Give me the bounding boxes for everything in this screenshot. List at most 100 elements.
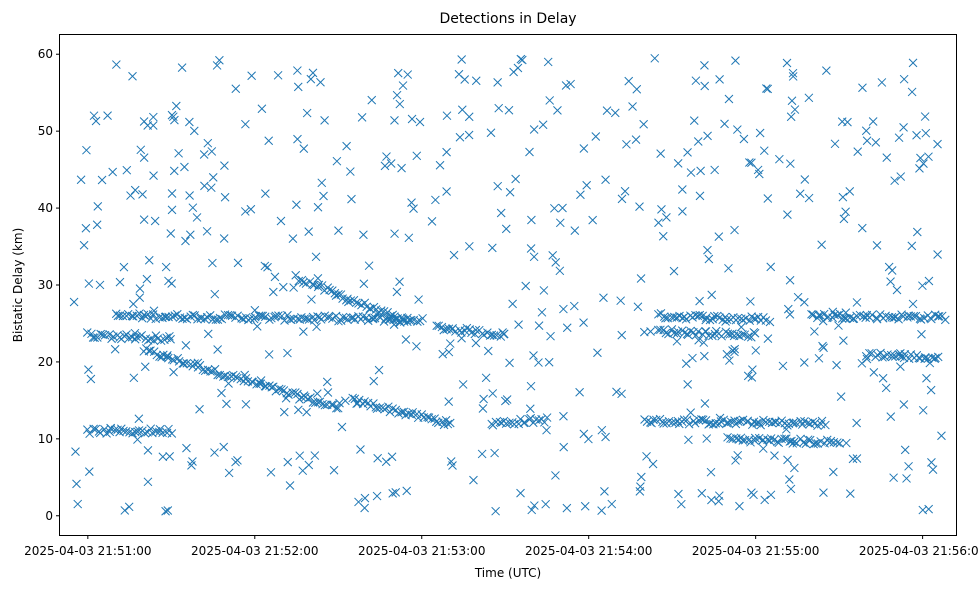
data-point-marker <box>478 404 488 413</box>
data-point-marker <box>405 316 414 325</box>
data-point-marker <box>529 501 539 510</box>
data-point-marker <box>263 262 272 272</box>
data-point-marker <box>673 416 683 426</box>
data-point-marker <box>363 316 373 326</box>
data-point-marker <box>920 112 930 121</box>
data-point-marker <box>529 252 539 262</box>
chart-title: Detections in Delay <box>439 11 576 27</box>
data-point-marker <box>865 348 874 358</box>
data-point-marker <box>448 461 457 470</box>
data-point-marker <box>212 61 222 70</box>
data-point-marker <box>555 266 565 276</box>
data-point-marker <box>691 310 700 320</box>
data-point-marker <box>658 231 668 241</box>
data-point-marker <box>278 282 288 292</box>
data-point-marker <box>918 281 927 291</box>
data-point-marker <box>256 376 266 385</box>
data-point-marker <box>884 262 894 272</box>
data-point-marker <box>283 457 293 467</box>
data-point-marker <box>543 57 553 67</box>
data-point-marker <box>496 208 506 218</box>
data-point-marker <box>224 379 233 388</box>
data-point-marker <box>273 70 283 80</box>
x-tick-label: 2025-04-03 21:55:00 <box>692 544 819 558</box>
data-point-marker <box>569 301 579 311</box>
data-point-marker <box>570 226 580 235</box>
data-point-marker <box>899 74 909 84</box>
data-point-marker <box>210 289 220 299</box>
data-point-marker <box>916 315 926 324</box>
data-point-marker <box>115 311 125 320</box>
data-point-marker <box>753 165 763 175</box>
data-point-marker <box>600 486 609 496</box>
data-point-marker <box>333 403 343 413</box>
data-point-marker <box>392 90 402 100</box>
data-point-marker <box>511 174 520 184</box>
data-point-marker <box>111 60 121 69</box>
data-point-marker <box>853 147 863 157</box>
data-point-marker <box>845 489 855 498</box>
data-point-marker <box>338 312 348 322</box>
data-point-marker <box>332 156 342 166</box>
data-point-marker <box>133 435 142 444</box>
data-point-marker <box>750 436 760 445</box>
data-point-marker <box>821 420 830 430</box>
data-point-marker <box>387 452 397 462</box>
data-point-marker <box>731 56 740 65</box>
data-point-marker <box>912 227 922 237</box>
data-point-marker <box>319 191 328 201</box>
data-point-marker <box>283 348 292 358</box>
data-point-marker <box>700 81 710 91</box>
data-point-marker <box>457 55 467 64</box>
data-point-marker <box>762 84 771 93</box>
data-point-marker <box>108 167 118 177</box>
data-point-marker <box>322 377 332 387</box>
data-point-marker <box>302 407 311 417</box>
data-point-marker <box>580 501 590 511</box>
data-point-marker <box>403 70 413 79</box>
data-point-marker <box>750 433 760 443</box>
data-point-marker <box>877 78 887 87</box>
data-point-marker <box>418 313 427 323</box>
data-point-marker <box>721 317 730 326</box>
data-point-marker <box>591 132 601 141</box>
data-point-marker <box>526 413 536 423</box>
data-point-marker <box>783 304 793 314</box>
data-point-marker <box>715 75 724 84</box>
data-point-marker <box>313 273 323 283</box>
data-point-marker <box>320 311 330 321</box>
data-point-marker <box>601 175 610 185</box>
data-point-marker <box>708 331 717 341</box>
data-point-marker <box>937 311 947 321</box>
x-tick-label: 2025-04-03 21:51:00 <box>24 544 151 558</box>
data-point-marker <box>747 372 757 382</box>
data-point-marker <box>444 324 454 334</box>
data-point-marker <box>208 172 218 182</box>
data-point-marker <box>861 313 871 323</box>
data-point-marker <box>830 139 840 149</box>
data-point-marker <box>559 411 568 421</box>
data-point-marker <box>912 130 921 140</box>
data-point-marker <box>268 382 278 392</box>
data-point-marker <box>185 117 194 127</box>
data-point-marker <box>766 490 776 500</box>
data-point-marker <box>597 506 606 515</box>
data-point-marker <box>904 461 913 471</box>
data-point-marker <box>766 262 776 272</box>
data-point-marker <box>485 331 495 340</box>
data-point-marker <box>656 325 665 335</box>
data-point-marker <box>177 63 187 72</box>
data-point-marker <box>199 150 209 159</box>
data-point-marker <box>340 396 350 406</box>
data-point-marker <box>933 352 943 362</box>
data-point-marker <box>551 471 560 480</box>
data-point-marker <box>398 81 408 90</box>
data-point-marker <box>934 312 944 321</box>
data-point-marker <box>919 159 928 168</box>
data-point-marker <box>299 144 309 153</box>
data-point-marker <box>892 285 902 295</box>
x-axis: 2025-04-03 21:51:00 2025-04-03 21:52:00 20… <box>24 535 978 558</box>
data-point-marker <box>909 311 919 321</box>
data-point-marker <box>755 128 765 138</box>
data-point-marker <box>819 343 828 353</box>
